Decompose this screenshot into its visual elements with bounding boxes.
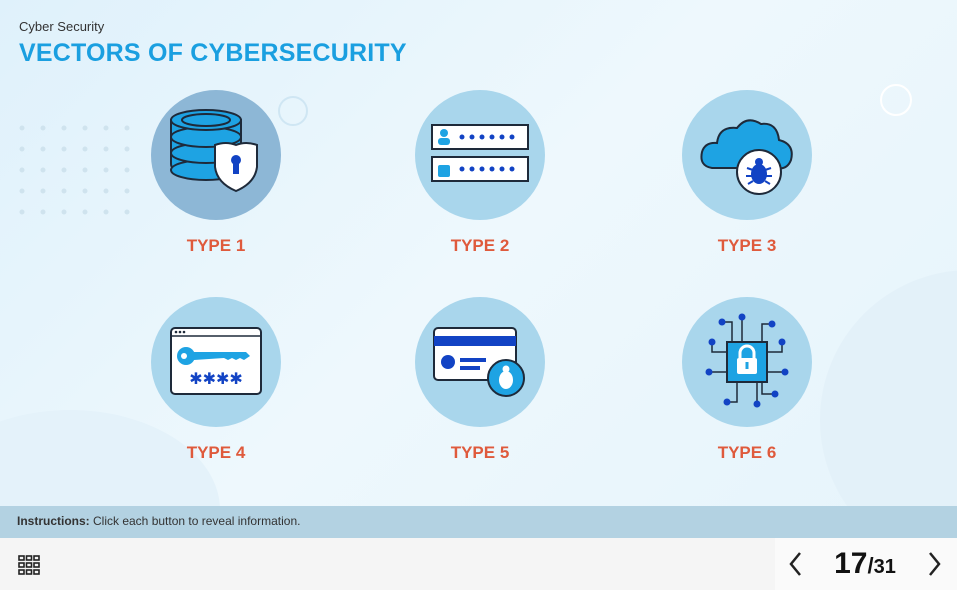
- decorative-dot: [40, 188, 46, 194]
- decorative-dot: [61, 125, 67, 131]
- decorative-dot: [103, 188, 109, 194]
- decorative-circle: [820, 270, 957, 506]
- circuit-lock-icon: [705, 313, 789, 408]
- type-6-button[interactable]: TYPE 6: [672, 297, 822, 463]
- instructions-text: Click each button to reveal information.: [89, 514, 301, 528]
- decorative-dots: [19, 125, 130, 215]
- type-1-button[interactable]: TYPE 1: [141, 90, 291, 256]
- grid-menu-icon[interactable]: [18, 555, 40, 575]
- database-shield-icon: [170, 109, 258, 193]
- decorative-dot: [19, 188, 25, 194]
- decorative-dot: [82, 167, 88, 173]
- type-6-label: TYPE 6: [717, 443, 777, 462]
- decorative-dot: [19, 125, 25, 131]
- decorative-dot: [82, 146, 88, 152]
- decorative-dot: [40, 167, 46, 173]
- page-counter: 17/31: [815, 547, 915, 581]
- type-2-button[interactable]: TYPE 2: [405, 90, 555, 256]
- cloud-bug-icon: [700, 119, 793, 195]
- decorative-dot: [19, 146, 25, 152]
- decorative-dot: [103, 167, 109, 173]
- type-4-circle: ✱✱✱✱: [151, 297, 281, 427]
- browser-key-password-icon: ✱✱✱✱: [170, 327, 262, 395]
- decorative-dot: [82, 209, 88, 215]
- decorative-dot: [40, 209, 46, 215]
- type-1-label: TYPE 1: [186, 236, 246, 255]
- current-page: 17: [834, 547, 868, 580]
- type-3-label: TYPE 3: [717, 236, 777, 255]
- instructions-bar: Instructions: Click each button to revea…: [0, 506, 957, 538]
- decorative-dot: [61, 146, 67, 152]
- page-navigation: 17/31: [775, 538, 957, 590]
- type-2-circle: [415, 90, 545, 220]
- decorative-dot: [19, 167, 25, 173]
- decorative-ring: [880, 84, 912, 116]
- slide: Cyber Security VECTORS OF CYBERSECURITY …: [0, 0, 957, 506]
- decorative-dot: [61, 209, 67, 215]
- total-pages: 31: [873, 556, 896, 578]
- decorative-dot: [40, 146, 46, 152]
- decorative-dot: [40, 125, 46, 131]
- type-4-label: TYPE 4: [186, 443, 246, 462]
- page-separator: /: [867, 553, 874, 578]
- type-3-circle: [682, 90, 812, 220]
- decorative-dot: [103, 125, 109, 131]
- decorative-dot: [103, 209, 109, 215]
- type-3-button[interactable]: TYPE 3: [672, 90, 822, 256]
- decorative-ring: [278, 96, 308, 126]
- type-5-button[interactable]: TYPE 5: [405, 297, 555, 463]
- next-page-button[interactable]: [915, 538, 955, 590]
- login-credentials-icon: [431, 124, 529, 182]
- decorative-dot: [124, 146, 130, 152]
- decorative-dot: [124, 125, 130, 131]
- decorative-dot: [82, 188, 88, 194]
- type-1-circle: [151, 90, 281, 220]
- chevron-left-icon: [789, 552, 801, 576]
- decorative-dot: [19, 209, 25, 215]
- course-subtitle: Cyber Security: [19, 19, 105, 34]
- decorative-dot: [124, 209, 130, 215]
- decorative-dot: [124, 167, 130, 173]
- page-title: VECTORS OF CYBERSECURITY: [19, 39, 407, 67]
- type-6-circle: [682, 297, 812, 427]
- chevron-right-icon: [929, 552, 941, 576]
- card-bug-icon: [433, 327, 525, 397]
- instructions-prefix: Instructions:: [17, 514, 90, 528]
- type-5-circle: [415, 297, 545, 427]
- decorative-dot: [103, 146, 109, 152]
- decorative-dot: [61, 167, 67, 173]
- previous-page-button[interactable]: [775, 538, 815, 590]
- decorative-dot: [124, 188, 130, 194]
- type-4-button[interactable]: ✱✱✱✱ TYPE 4: [141, 297, 291, 463]
- decorative-dot: [82, 125, 88, 131]
- type-2-label: TYPE 2: [450, 236, 510, 255]
- type-5-label: TYPE 5: [450, 443, 510, 462]
- decorative-dot: [61, 188, 67, 194]
- svg-text:✱✱✱✱: ✱✱✱✱: [189, 369, 243, 388]
